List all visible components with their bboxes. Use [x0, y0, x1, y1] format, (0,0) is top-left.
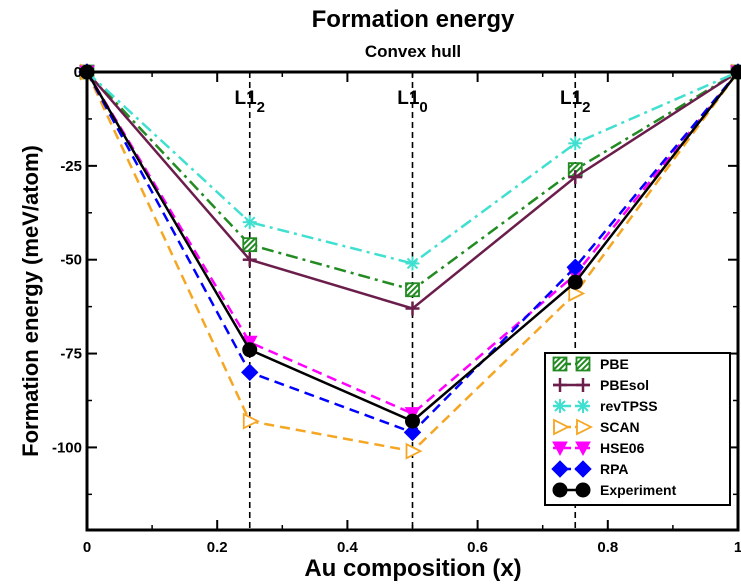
legend-label-revtpss: revTPSS [600, 398, 658, 414]
legend-marker-start-revtpss [553, 399, 567, 413]
series-experiment [79, 64, 741, 429]
legend-marker-start-rpa [551, 460, 569, 478]
point-scan-2 [405, 442, 423, 460]
legend-label-rpa: RPA [600, 461, 629, 477]
point-scan-1 [242, 412, 260, 430]
legend-marker-start-pbesol [553, 378, 567, 392]
phase-label-2: L12 [560, 88, 591, 116]
point-experiment-1 [242, 342, 258, 358]
legend-marker-start-pbe [552, 356, 568, 372]
y-tick-label-1: -25 [60, 158, 82, 175]
legend-label-pbesol: PBEsol [600, 377, 649, 393]
legend-marker-pbe [575, 356, 591, 372]
legend-label-pbe: PBE [600, 356, 629, 372]
chart-title: Formation energy [312, 6, 515, 33]
phase-label-0: L12 [234, 88, 265, 116]
legend-label-hse06: HSE06 [600, 440, 645, 456]
x-tick-label-1: 0.2 [207, 539, 228, 556]
y-tick-label-0: 0 [74, 64, 82, 81]
y-tick-label-3: -75 [60, 346, 82, 363]
point-experiment-2 [405, 413, 420, 429]
legend-marker-experiment [575, 482, 591, 498]
x-axis-label: Au composition (x) [304, 555, 521, 582]
point-experiment-3 [567, 274, 583, 290]
series-line-hse06 [85, 71, 739, 416]
point-pbesol-2 [405, 301, 420, 316]
point-rpa-2 [403, 423, 422, 442]
legend-box [544, 352, 731, 506]
legend-marker-pbesol [576, 378, 590, 392]
legend-marker-hse06 [575, 441, 591, 457]
point-pbesol-1 [242, 252, 257, 267]
x-tick-label-5: 1 [734, 539, 741, 556]
series-line-revtpss [86, 70, 739, 265]
x-tick-label-0: 0 [83, 539, 91, 556]
point-rpa-1 [241, 363, 259, 382]
point-pbesol-3 [568, 170, 583, 185]
phase-lines: L12 L10 L12 [234, 72, 591, 530]
x-tick-label-3: 0.6 [467, 539, 488, 556]
point-revtpss-1 [242, 215, 257, 230]
phase-label-1: L10 [397, 88, 428, 116]
legend-label-scan: SCAN [600, 419, 640, 435]
point-scan-3 [568, 285, 586, 302]
legend-marker-start-hse06 [552, 441, 568, 457]
chart-subtitle: Convex hull [365, 42, 461, 61]
y-tick-label-2: -50 [60, 252, 82, 269]
legend: PBE PBEsol revTPSS SCAN HSE06 RPA Experiment [544, 352, 731, 506]
point-pbe-2 [405, 282, 420, 298]
y-axis-label: Formation energy (meV/atom) [18, 145, 43, 457]
legend-marker-start-experiment [552, 482, 568, 498]
x-tick-label-4: 0.8 [597, 539, 618, 556]
point-pbe-1 [242, 237, 258, 253]
legend-marker-revtpss [576, 399, 590, 413]
legend-marker-start-scan [553, 418, 571, 436]
y-tick-label-4: -100 [52, 439, 82, 456]
legend-marker-rpa [574, 460, 592, 478]
legend-label-experiment: Experiment [600, 482, 677, 498]
point-revtpss-2 [405, 256, 420, 271]
x-tick-label-2: 0.4 [337, 539, 359, 556]
axes: 0 0.2 0.4 0.6 0.8 1 0 -25 -50 -75 -100 [52, 64, 741, 556]
legend-marker-scan [576, 418, 594, 436]
point-revtpss-3 [568, 136, 583, 151]
